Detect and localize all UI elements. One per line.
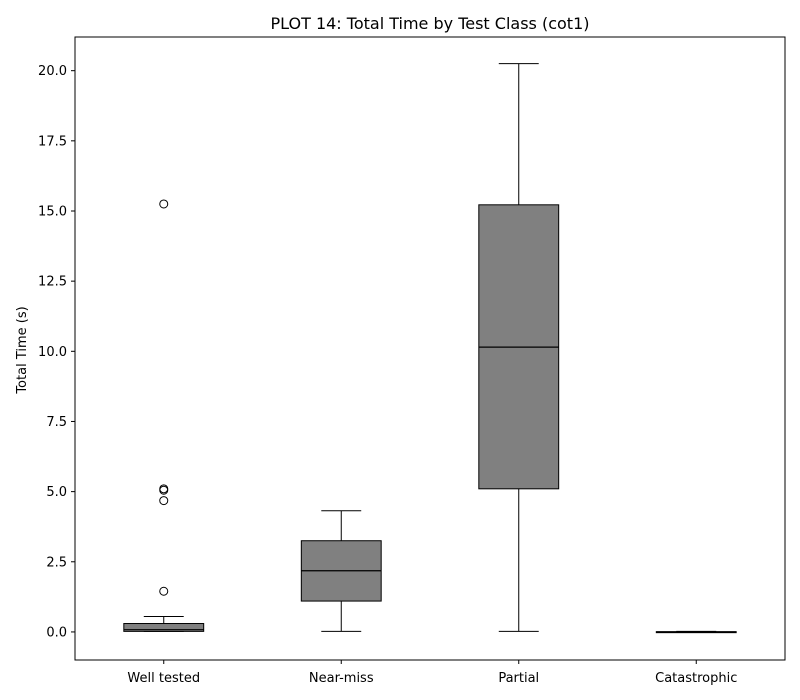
y-tick-label: 5.0 — [46, 485, 67, 500]
y-tick-label: 15.0 — [38, 204, 67, 219]
outlier-point — [159, 496, 169, 506]
plot-frame — [74, 36, 786, 661]
x-tick-label: Well tested — [127, 671, 200, 686]
chart-title: PLOT 14: Total Time by Test Class (cot1) — [271, 14, 590, 33]
x-tick-label: Catastrophic — [655, 671, 737, 686]
y-tick-label: 2.5 — [46, 555, 67, 570]
outlier-point — [159, 586, 169, 596]
y-tick-label: 10.0 — [38, 345, 67, 360]
outlier-point — [159, 199, 169, 209]
y-tick-label: 12.5 — [38, 275, 67, 290]
y-axis-label: Total Time (s) — [15, 306, 30, 394]
outlier-point — [159, 484, 169, 494]
y-tick-label: 7.5 — [46, 415, 67, 430]
x-tick-label: Partial — [498, 671, 539, 686]
y-tick-label: 20.0 — [38, 64, 67, 79]
x-tick-label: Near-miss — [309, 671, 374, 686]
plot-area: 0.0 2.5 5.0 7.5 10.0 12.5 15.0 17.5 20.0 Well tes… — [38, 36, 786, 686]
y-tick-label: 0.0 — [46, 625, 67, 640]
y-tick-label: 17.5 — [38, 134, 67, 149]
box — [123, 623, 205, 632]
